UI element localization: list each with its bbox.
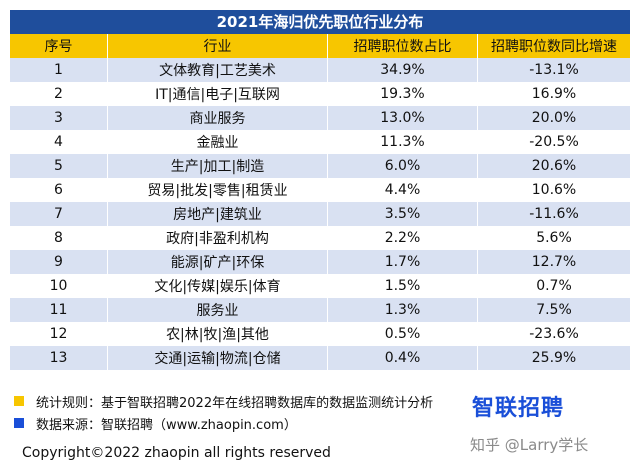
industry-cell: 商业服务 — [108, 106, 328, 130]
growth-cell: -23.6% — [529, 326, 579, 342]
growth-cell: 25.9% — [531, 350, 577, 366]
table-title: 2021年海归优先职位行业分布 — [10, 10, 630, 34]
table-row: 11 服务业 1.3% 7.5% — [10, 298, 630, 322]
share-cell: 1.5% — [328, 274, 478, 298]
rule-note: 统计规则：基于智联招聘2022年在线招聘数据库的数据监测统计分析 — [14, 390, 433, 412]
table-row: 12 农|林|牧|渔|其他 0.5% -23.6% — [10, 322, 630, 346]
table-header: 序号 行业 招聘职位数占比 招聘职位数同比增速 — [10, 34, 630, 58]
share-cell: 4.4% — [328, 178, 478, 202]
header-cell: 招聘职位数同比增速 — [491, 39, 617, 55]
industry-cell: 服务业 — [108, 298, 328, 322]
share-cell: 6.0% — [328, 154, 478, 178]
share-cell: 2.2% — [328, 226, 478, 250]
table-row: 6 贸易|批发|零售|租赁业 4.4% 10.6% — [10, 178, 630, 202]
rank-cell: 4 — [10, 130, 108, 154]
industry-cell: 文化|传媒|娱乐|体育 — [108, 274, 328, 298]
growth-cell: 0.7% — [536, 278, 572, 294]
growth-cell: 20.6% — [531, 158, 577, 174]
industry-cell: 能源|矿产|环保 — [108, 250, 328, 274]
table-row: 8 政府|非盈利机构 2.2% 5.6% — [10, 226, 630, 250]
growth-cell: 10.6% — [531, 182, 577, 198]
rank-cell: 5 — [10, 154, 108, 178]
growth-cell: -20.5% — [529, 134, 579, 150]
share-cell: 19.3% — [328, 82, 478, 106]
share-cell: 0.4% — [328, 346, 478, 370]
table-row: 9 能源|矿产|环保 1.7% 12.7% — [10, 250, 630, 274]
industry-cell: 房地产|建筑业 — [108, 202, 328, 226]
table-body: 1 文体教育|工艺美术 34.9% -13.1% 2 IT|通信|电子|互联网 19.3% 1… — [10, 58, 630, 370]
header-cell: 招聘职位数占比 — [328, 34, 478, 58]
growth-cell: 12.7% — [531, 254, 577, 270]
table-row: 1 文体教育|工艺美术 34.9% -13.1% — [10, 58, 630, 82]
growth-cell: -11.6% — [529, 206, 579, 222]
growth-cell: 20.0% — [531, 110, 577, 126]
table-row: 5 生产|加工|制造 6.0% 20.6% — [10, 154, 630, 178]
share-cell: 1.3% — [328, 298, 478, 322]
growth-cell: 16.9% — [531, 86, 577, 102]
rule-text: 统计规则：基于智联招聘2022年在线招聘数据库的数据监测统计分析 — [36, 395, 434, 411]
header-cell: 序号 — [10, 34, 108, 58]
source-note: 数据来源：智联招聘（www.zhaopin.com） — [14, 412, 433, 434]
copyright: Copyright©2022 zhaopin all rights reserv… — [22, 445, 331, 461]
industry-cell: 交通|运输|物流|仓储 — [108, 346, 328, 370]
growth-cell: 5.6% — [536, 230, 572, 246]
data-table: 2021年海归优先职位行业分布 序号 行业 招聘职位数占比 招聘职位数同比增速 … — [10, 10, 630, 370]
rank-cell: 12 — [10, 322, 108, 346]
watermark: 知乎 @Larry学长 — [470, 436, 589, 454]
table-row: 4 金融业 11.3% -20.5% — [10, 130, 630, 154]
share-cell: 1.7% — [328, 250, 478, 274]
notes: 统计规则：基于智联招聘2022年在线招聘数据库的数据监测统计分析 数据来源：智联… — [14, 390, 433, 434]
industry-cell: 农|林|牧|渔|其他 — [108, 322, 328, 346]
industry-cell: 金融业 — [108, 130, 328, 154]
rank-cell: 3 — [10, 106, 108, 130]
rank-cell: 9 — [10, 250, 108, 274]
table-row: 13 交通|运输|物流|仓储 0.4% 25.9% — [10, 346, 630, 370]
growth-cell: -13.1% — [529, 62, 579, 78]
growth-cell: 7.5% — [536, 302, 572, 318]
source-text: 数据来源：智联招聘（www.zhaopin.com） — [36, 417, 297, 433]
table-row: 2 IT|通信|电子|互联网 19.3% 16.9% — [10, 82, 630, 106]
industry-cell: 政府|非盈利机构 — [108, 226, 328, 250]
yellow-square-icon — [14, 396, 24, 406]
share-cell: 3.5% — [328, 202, 478, 226]
table-row: 3 商业服务 13.0% 20.0% — [10, 106, 630, 130]
rank-cell: 6 — [10, 178, 108, 202]
table-row: 10 文化|传媒|娱乐|体育 1.5% 0.7% — [10, 274, 630, 298]
rank-cell: 13 — [10, 346, 108, 370]
share-cell: 0.5% — [328, 322, 478, 346]
industry-cell: 贸易|批发|零售|租赁业 — [108, 178, 328, 202]
rank-cell: 11 — [10, 298, 108, 322]
header-cell: 行业 — [108, 34, 328, 58]
rank-cell: 2 — [10, 82, 108, 106]
share-cell: 34.9% — [328, 58, 478, 82]
rank-cell: 7 — [10, 202, 108, 226]
industry-cell: 生产|加工|制造 — [108, 154, 328, 178]
share-cell: 11.3% — [328, 130, 478, 154]
table-row: 7 房地产|建筑业 3.5% -11.6% — [10, 202, 630, 226]
share-cell: 13.0% — [328, 106, 478, 130]
industry-cell: IT|通信|电子|互联网 — [108, 82, 328, 106]
industry-cell: 文体教育|工艺美术 — [108, 58, 328, 82]
rank-cell: 8 — [10, 226, 108, 250]
blue-square-icon — [14, 418, 24, 428]
rank-cell: 10 — [10, 274, 108, 298]
rank-cell: 1 — [10, 58, 108, 82]
zhaopin-logo: 智联招聘 — [472, 396, 565, 421]
